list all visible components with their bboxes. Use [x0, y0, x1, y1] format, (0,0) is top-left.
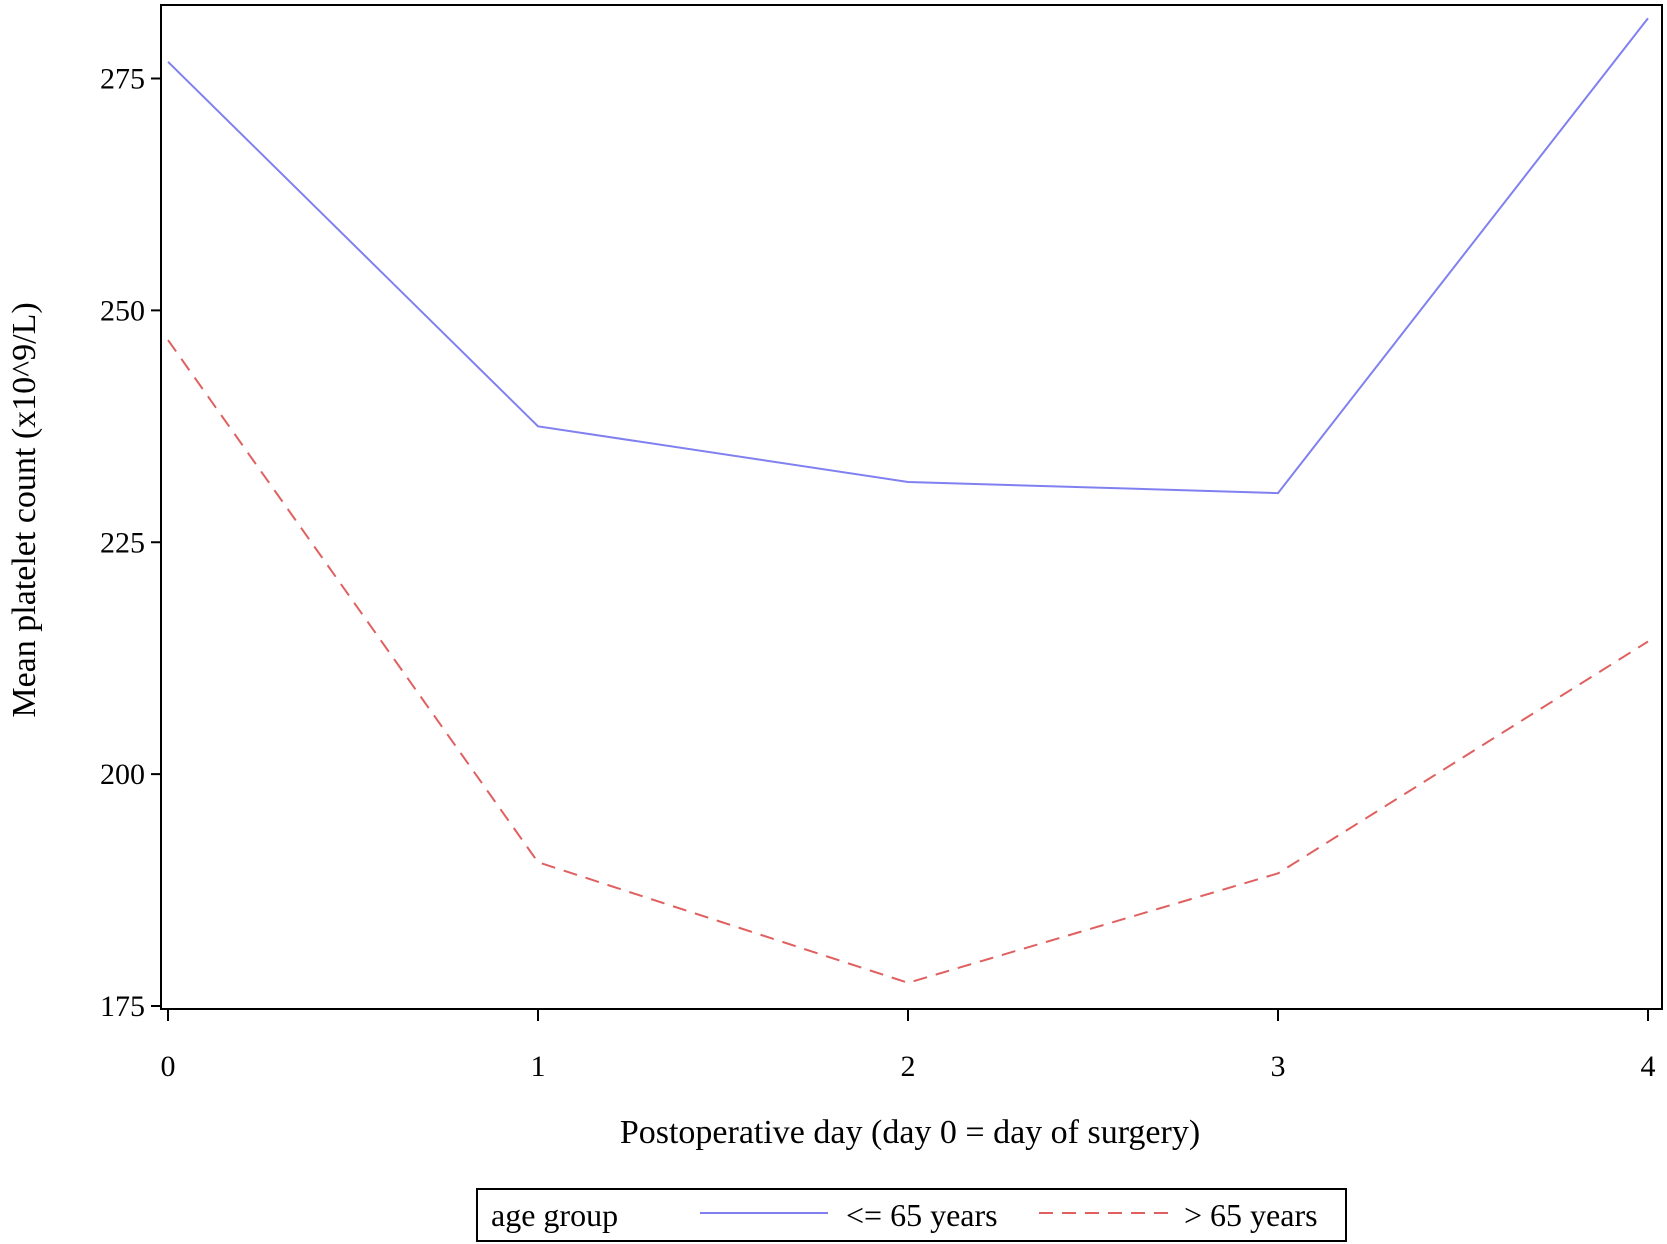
legend-label-le-65: <= 65 years: [846, 1197, 998, 1233]
legend-title: age group: [491, 1197, 618, 1233]
x-tick-label: 0: [161, 1050, 176, 1083]
legend-box: [476, 1188, 1347, 1242]
y-axis: 175 200 225 250 275: [100, 63, 161, 1023]
series-line-1: [167, 339, 1649, 984]
x-tick-label: 3: [1271, 1050, 1286, 1083]
legend-label-gt-65: > 65 years: [1184, 1197, 1318, 1233]
x-axis: 0 1 2 3 4: [161, 1009, 1656, 1083]
legend: age group <= 65 years > 65 years: [476, 1188, 1347, 1242]
x-tick-label: 2: [901, 1050, 916, 1083]
y-tick-label: 275: [100, 63, 145, 96]
x-tick-label: 4: [1641, 1050, 1656, 1083]
x-axis-title: Postoperative day (day 0 = day of surger…: [620, 1114, 1200, 1151]
y-axis-title: Mean platelet count (x10^9/L): [6, 302, 43, 717]
series-line-0: [167, 17, 1649, 495]
y-tick-label: 175: [100, 990, 145, 1023]
plot-frame: [160, 4, 1663, 1010]
y-tick-label: 225: [100, 526, 145, 559]
x-tick-label: 1: [531, 1050, 546, 1083]
y-tick-label: 250: [100, 294, 145, 327]
series-layer: [167, 17, 1649, 984]
y-tick-label: 200: [100, 758, 145, 791]
